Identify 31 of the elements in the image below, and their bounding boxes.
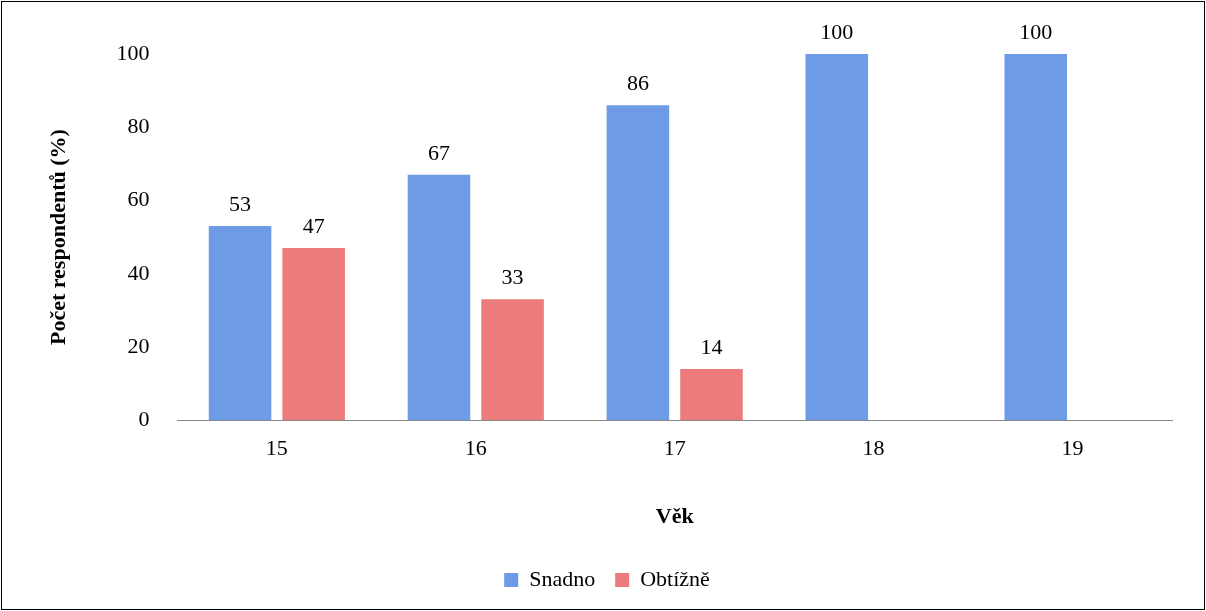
y-tick-label: 100 [116,39,150,65]
bar [805,54,869,421]
y-tick-label: 60 [127,186,150,212]
data-label: 53 [229,190,252,216]
data-label: 33 [501,264,524,290]
data-label: 86 [626,70,649,96]
x-tick-label: 19 [1061,435,1084,461]
y-tick-label: 0 [138,405,150,431]
y-tick-label: 20 [127,332,150,358]
bar [606,105,670,421]
y-tick-label: 40 [127,259,150,285]
bar [407,174,471,421]
x-tick-label: 16 [464,435,487,461]
data-label: 67 [427,139,450,165]
bar [680,368,743,421]
bar [208,226,272,421]
x-tick-label: 17 [663,435,686,461]
bar [481,299,544,421]
y-axis-title: Počet respondentů (%) [44,129,70,346]
data-label: 14 [700,333,723,359]
x-tick-label: 15 [265,435,288,461]
bar [1004,54,1068,421]
x-axis-title: Věk [655,503,695,529]
legend-label: Obtížně [640,565,710,591]
y-tick-label: 80 [127,113,150,139]
data-label: 100 [1019,18,1053,44]
bar [282,248,345,421]
data-label: 47 [302,212,325,238]
x-tick-label: 18 [862,435,885,461]
legend-label: Snadno [529,565,596,591]
data-label: 100 [820,18,854,44]
